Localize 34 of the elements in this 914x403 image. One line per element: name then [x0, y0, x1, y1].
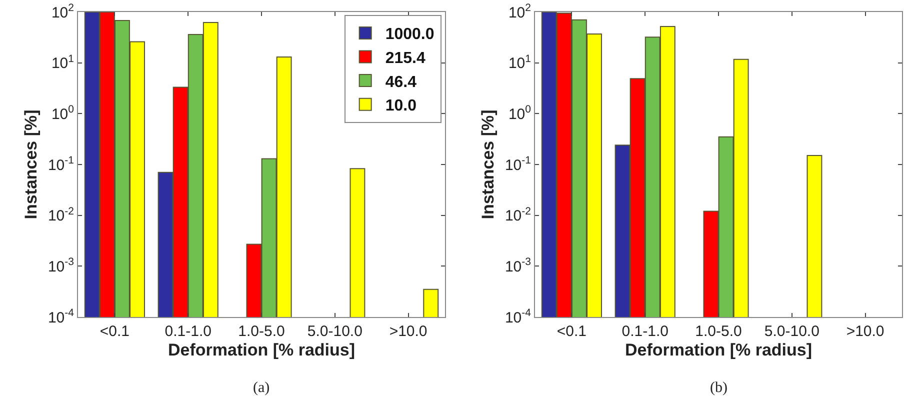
legend-label: 46.4	[385, 74, 417, 91]
x-tick-label: 0.1-1.0	[622, 323, 668, 340]
y-tick-label: 10$^{0}$	[508, 104, 532, 123]
x-tick-label: >10.0	[389, 323, 428, 340]
text: (b)	[710, 380, 728, 396]
y-tick-label: 10$^{-4}$	[504, 306, 532, 326]
x-tick-label: <0.1	[556, 323, 587, 340]
y-axis-title: Instances [%]	[478, 110, 498, 220]
y-tick-label: 10$^{1}$	[51, 52, 74, 72]
text: (a)	[253, 380, 270, 396]
legend-label: 215.4	[385, 50, 426, 67]
x-tick-label: 1.0-5.0	[695, 323, 742, 340]
y-tick-label: 10$^{-2}$	[504, 205, 532, 225]
y-tick-label: 10$^{2}$	[51, 2, 74, 22]
y-tick-label: 10$^{1}$	[508, 52, 532, 72]
x-tick-label: >10.0	[846, 323, 884, 340]
y-tick-label: 10$^{-4}$	[48, 306, 74, 326]
y-tick-label: 10$^{0}$	[51, 104, 74, 123]
x-tick-label: 0.1-1.0	[164, 323, 212, 340]
y-tick-label: 10$^{-3}$	[504, 256, 532, 276]
y-tick-label: 10$^{-1}$	[504, 154, 532, 174]
y-tick-label: 10$^{-1}$	[48, 154, 74, 174]
x-tick-label: <0.1	[100, 323, 130, 340]
y-tick-label: 10$^{2}$	[508, 2, 532, 22]
x-axis-title: Deformation [% radius]	[624, 340, 812, 360]
legend-label: 10.0	[385, 98, 417, 115]
x-tick-label: 5.0-10.0	[307, 323, 362, 340]
legend-label: 1000.0	[385, 26, 434, 44]
y-axis-title: Instances [%]	[22, 110, 41, 220]
x-axis-title: Deformation [% radius]	[168, 340, 356, 360]
y-tick-label: 10$^{-2}$	[48, 205, 74, 225]
y-tick-label: 10$^{-3}$	[48, 256, 74, 276]
x-tick-label: 5.0-10.0	[764, 323, 820, 340]
x-tick-label: 1.0-5.0	[238, 323, 285, 340]
